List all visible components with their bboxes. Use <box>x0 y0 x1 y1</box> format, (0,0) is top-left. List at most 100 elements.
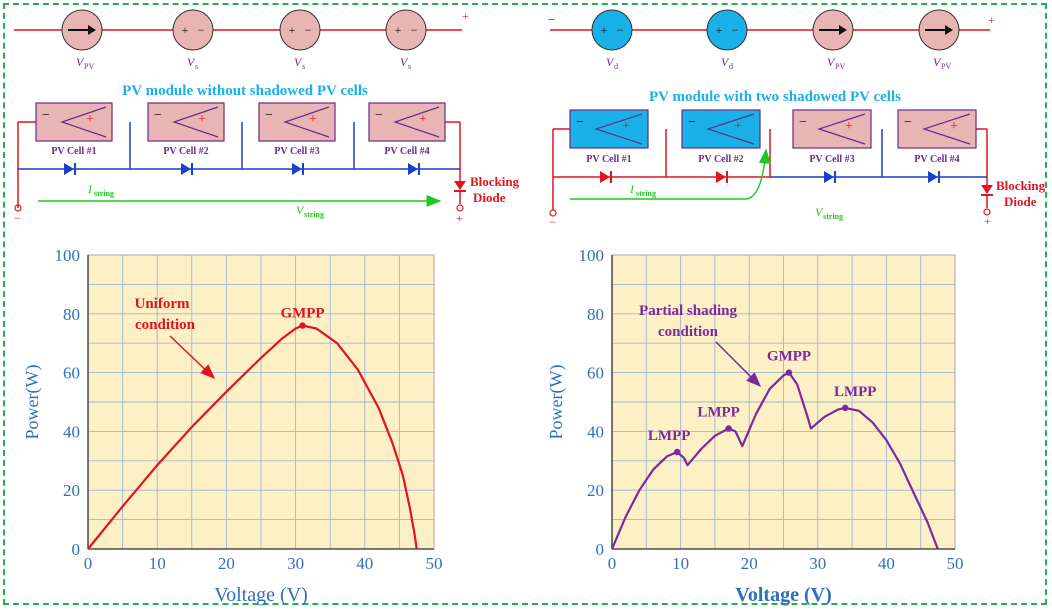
pv-cell-label: PV Cell #3 <box>274 146 319 157</box>
source-minus: − <box>732 23 739 37</box>
left-bypass-diodes <box>64 163 420 175</box>
y-tick-label: 100 <box>55 246 81 265</box>
bypass-diode-icon <box>716 171 726 183</box>
x-tick-label: 30 <box>809 554 826 573</box>
voltage-source-icon <box>591 9 633 51</box>
pv-cell-label: PV Cell #2 <box>163 146 208 157</box>
left-source-2: + − V s <box>172 9 214 71</box>
left-bypass-diode-3 <box>292 163 304 175</box>
right-minus-terminal: − <box>549 215 556 229</box>
source-label: V <box>294 55 303 69</box>
condition-arrow <box>169 335 216 380</box>
x-tick-label: 20 <box>218 554 235 573</box>
right-title: PV module with two shadowed PV cells <box>649 89 901 105</box>
x-tick-label: 30 <box>287 554 304 573</box>
right-top-minus: − <box>548 12 555 27</box>
y-tick-label: 60 <box>587 364 604 383</box>
source-label-sub: d <box>614 62 618 71</box>
source-plus: + <box>182 23 189 37</box>
y-tick-label: 0 <box>596 540 605 559</box>
right-source-1: + − V d <box>591 9 633 71</box>
pv-cell-label: PV Cell #4 <box>384 146 429 157</box>
source-minus: − <box>198 23 205 37</box>
left-current-label: I <box>87 182 93 196</box>
dashed-frame <box>3 3 1047 605</box>
source-label: V <box>933 55 942 69</box>
left-blocking-label-2: Diode <box>473 190 506 205</box>
pv-diode-symbol-icon <box>60 106 107 138</box>
source-label-sub: s <box>195 62 198 71</box>
right-source-4: V PV <box>918 9 960 71</box>
y-tick-label: 0 <box>72 540 81 559</box>
bypass-diode-icon <box>64 163 74 175</box>
y-tick-label: 80 <box>587 305 604 324</box>
pv-cell-label: PV Cell #3 <box>809 154 854 165</box>
right-current-sub: string <box>636 189 656 198</box>
pv-diode-symbol-icon <box>393 106 440 138</box>
left-top-plus: + <box>462 9 469 23</box>
right-plus-terminal: + <box>984 214 991 228</box>
right-blocking-label-2: Diode <box>1004 194 1037 209</box>
right-current-label: I <box>629 182 635 196</box>
pv-cell-label: PV Cell #4 <box>914 154 959 165</box>
left-blocking-label-1: Blocking <box>470 174 520 189</box>
left-title: PV module without shadowed PV cells <box>122 83 368 99</box>
left-plus-terminal: + <box>456 211 463 225</box>
pv-cell-label: PV Cell #1 <box>51 146 96 157</box>
x-axis-label: Voltage (V) <box>214 584 308 606</box>
mpp-label: LMPP <box>834 384 877 400</box>
source-label-sub: s <box>302 62 305 71</box>
mpp-point <box>725 425 732 432</box>
cell-plus: + <box>419 112 427 127</box>
left-cells: − + PV Cell #1 − + PV Cell #2 − + PV Cell #3 − + PV… <box>35 102 446 157</box>
right-cells: − + PV Cell #1 − + PV Cell #2 − + PV Cell #3 − + PV… <box>569 109 977 165</box>
pv-diode-symbol-icon <box>922 113 971 145</box>
y-tick-label: 80 <box>63 305 80 324</box>
x-tick-label: 50 <box>947 554 964 573</box>
right-string-arrow <box>570 148 771 200</box>
left-circuit: V PV+ −V s+ −V s+ −V s + PV module without shad… <box>14 9 520 225</box>
cell-minus: − <box>154 108 162 123</box>
mpp-label: GMPP <box>767 349 811 365</box>
cell-plus: + <box>198 112 206 127</box>
x-tick-label: 40 <box>356 554 373 573</box>
y-axis-label: Power(W) <box>22 365 43 440</box>
source-plus: + <box>289 23 296 37</box>
source-minus: − <box>617 23 624 37</box>
right-bypass-diode-4 <box>928 171 940 183</box>
right-blocking-diode-icon <box>981 185 993 194</box>
mpp-label: LMPP <box>697 404 740 420</box>
pv-diode-symbol-icon <box>706 113 755 145</box>
right-top-plus: + <box>988 13 995 27</box>
cell-minus: − <box>265 108 273 123</box>
left-blocking-diode-icon <box>454 181 466 190</box>
cell-plus: + <box>86 112 94 127</box>
source-label: V <box>721 55 730 69</box>
right-power-chart: 0 10 20 30 40 50 0 20 40 60 80 100 Voltage (V) Power(… <box>546 246 964 606</box>
condition-label-2: condition <box>658 324 719 340</box>
right-top-sources: + −V d+ −V d V PV V PV <box>591 9 960 71</box>
right-pv-cell-4: − + PV Cell #4 <box>897 109 977 165</box>
voltage-source-icon <box>279 9 321 51</box>
right-pv-cell-3: − + PV Cell #3 <box>792 109 872 165</box>
source-plus: + <box>716 23 723 37</box>
cell-plus: + <box>950 119 958 134</box>
cell-plus: + <box>845 119 853 134</box>
x-tick-label: 0 <box>608 554 617 573</box>
right-bypass-diodes <box>600 171 940 183</box>
bypass-diode-icon <box>292 163 302 175</box>
pv-diode-symbol-icon <box>817 113 866 145</box>
right-voltage-sub: string <box>823 212 843 221</box>
right-source-3: V PV <box>812 9 854 71</box>
source-label-sub: d <box>729 62 733 71</box>
left-source-3: + − V s <box>279 9 321 71</box>
source-plus: + <box>601 23 608 37</box>
y-tick-label: 100 <box>579 246 605 265</box>
source-label-sub: s <box>408 62 411 71</box>
source-minus: − <box>305 23 312 37</box>
mpp-point <box>785 369 793 376</box>
bypass-diode-icon <box>181 163 191 175</box>
source-label: V <box>827 55 836 69</box>
left-bypass-diode-1 <box>64 163 76 175</box>
